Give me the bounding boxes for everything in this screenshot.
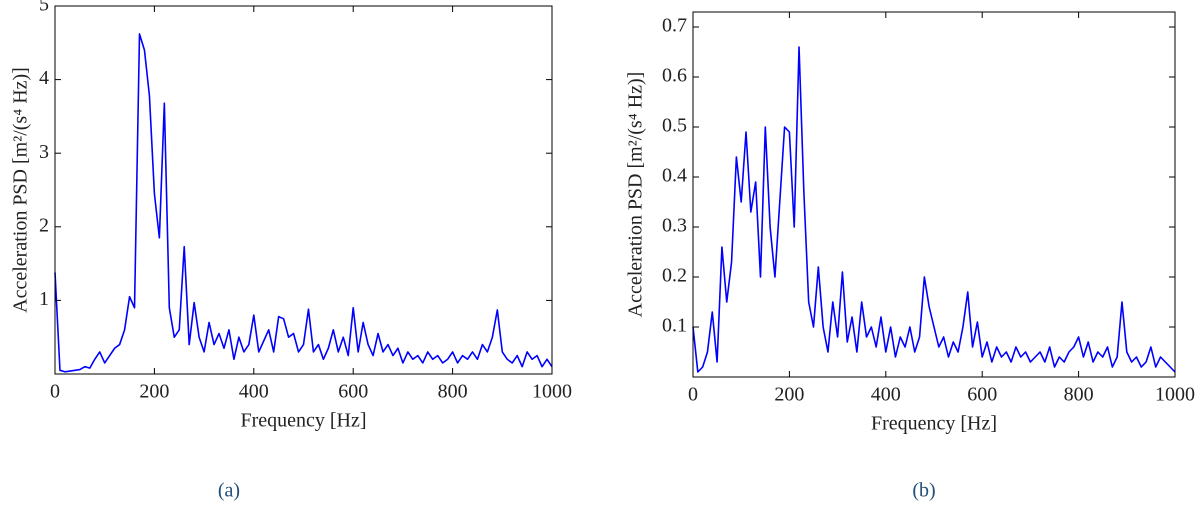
x-tick-label: 400: [871, 384, 901, 406]
y-tick-label: 0.7: [662, 15, 687, 37]
spectrum-line: [692, 46, 1176, 373]
x-tick-label: 1000: [1155, 384, 1195, 406]
plot-frame: [692, 11, 1176, 378]
x-tick-label: 0: [50, 381, 60, 403]
y-tick-label: 1: [39, 288, 49, 310]
x-tick-label: 200: [774, 384, 804, 406]
caption: (b): [912, 480, 935, 502]
x-tick-label: 1000: [532, 381, 572, 403]
y-tick-label: 5: [39, 0, 49, 16]
y-tick-label: 0.4: [662, 165, 687, 187]
y-axis-label: Acceleration PSD [m²/(s⁴ Hz)]: [10, 67, 32, 313]
x-tick-label: 600: [338, 381, 368, 403]
y-tick-label: 0.2: [662, 265, 687, 287]
x-axis-label: Frequency [Hz]: [871, 413, 997, 435]
x-tick-label: 600: [967, 384, 997, 406]
x-tick-label: 400: [239, 381, 269, 403]
y-tick-label: 2: [39, 214, 49, 236]
y-tick-label: 0.1: [662, 315, 687, 337]
y-tick-label: 3: [39, 141, 49, 163]
caption: (a): [218, 480, 240, 502]
spectrum-line: [54, 33, 553, 373]
y-tick-label: 0.3: [662, 215, 687, 237]
y-tick-label: 0.5: [662, 115, 687, 137]
y-tick-label: 0.6: [662, 65, 687, 87]
x-tick-label: 800: [438, 381, 468, 403]
plot-frame: [54, 5, 553, 375]
x-axis-label: Frequency [Hz]: [240, 410, 366, 432]
y-tick-label: 4: [39, 67, 49, 89]
x-tick-label: 800: [1064, 384, 1094, 406]
x-tick-label: 200: [139, 381, 169, 403]
y-axis-label: Acceleration PSD [m²/(s⁴ Hz)]: [625, 72, 647, 318]
x-tick-label: 0: [688, 384, 698, 406]
